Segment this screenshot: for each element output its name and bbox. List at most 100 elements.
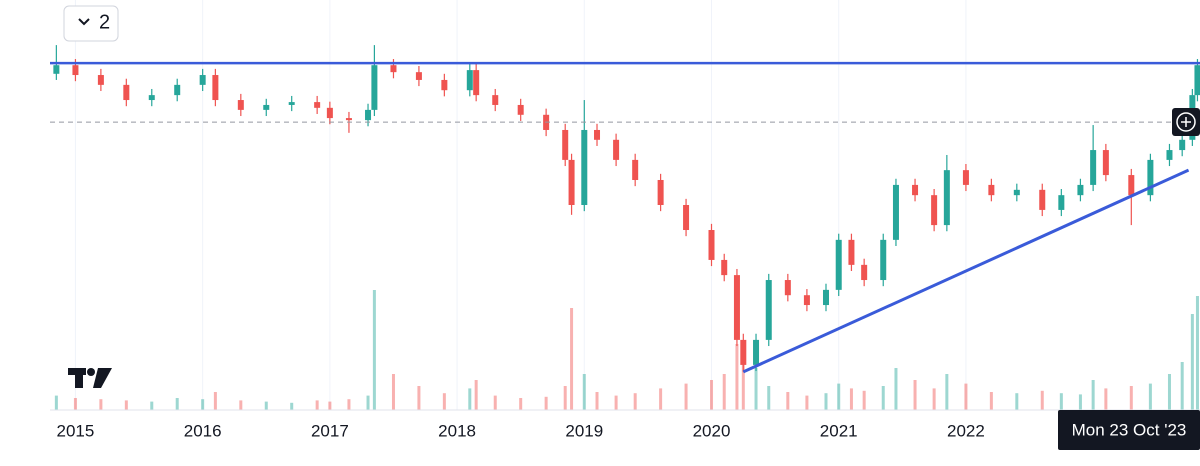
- volume-bar: [767, 386, 771, 410]
- volume-bar: [73, 398, 77, 410]
- volume-bar: [239, 400, 243, 410]
- candle-body: [199, 75, 206, 85]
- candle-body: [1058, 195, 1065, 210]
- x-tick-label: 2015: [57, 421, 95, 440]
- candle-body: [123, 84, 130, 101]
- volume-bar: [150, 401, 154, 410]
- candle-body: [733, 275, 740, 340]
- plus-icon: [1176, 112, 1196, 132]
- volume-bar: [99, 399, 103, 410]
- chevron-icon: [78, 18, 90, 26]
- candle-body: [517, 104, 524, 115]
- collapse-count: 2: [99, 11, 110, 33]
- drawings: [50, 61, 1200, 374]
- candle-body: [861, 264, 868, 281]
- candle-body: [784, 280, 791, 296]
- add-button[interactable]: [1172, 108, 1200, 136]
- candle-body: [1077, 184, 1084, 196]
- candle-body: [962, 170, 969, 185]
- candle-body: [72, 65, 79, 76]
- volume-bar: [1167, 374, 1171, 410]
- volume-pane: [54, 290, 1199, 410]
- crosshair-label: Mon 23 Oct '23: [1072, 420, 1187, 439]
- candle-body: [1090, 150, 1097, 185]
- x-tick-label: 2021: [820, 421, 858, 440]
- logo-part: [87, 368, 95, 376]
- candle-body: [148, 95, 155, 101]
- volume-bar: [563, 386, 567, 410]
- candle-body: [568, 159, 575, 205]
- volume-bar: [366, 395, 370, 410]
- volume-bar: [894, 368, 898, 410]
- volume-bar: [633, 393, 637, 410]
- volume-bar: [347, 399, 351, 410]
- volume-bar: [1104, 388, 1108, 410]
- volume-bar: [849, 388, 853, 410]
- volume-bar: [824, 393, 828, 410]
- candle-body: [365, 109, 372, 121]
- candle-body: [931, 195, 938, 226]
- candle-body: [708, 230, 715, 260]
- volume-bar: [570, 308, 574, 410]
- candle-body: [721, 259, 728, 276]
- volume-bar: [442, 393, 446, 410]
- volume-bar: [372, 290, 376, 410]
- volume-bar: [1040, 390, 1044, 410]
- volume-bar: [1091, 380, 1095, 410]
- volume-bar: [722, 374, 726, 410]
- candle-body: [594, 129, 601, 140]
- collapse-button[interactable]: 2: [63, 5, 119, 42]
- volume-bar: [124, 400, 128, 410]
- volume-bar: [735, 344, 739, 410]
- x-tick-label: 2020: [693, 421, 731, 440]
- volume-bar: [290, 402, 294, 410]
- candle-body: [683, 205, 690, 231]
- candle-body: [53, 65, 60, 74]
- volume-bar: [1059, 393, 1063, 410]
- volume-bar: [417, 386, 421, 410]
- volume-bar: [1180, 362, 1184, 410]
- volume-bar: [786, 392, 790, 410]
- volume-bar: [881, 386, 885, 410]
- candle-body: [1039, 189, 1046, 210]
- candle-body: [326, 107, 333, 119]
- candle-body: [466, 70, 473, 91]
- volume-bar: [474, 380, 478, 410]
- volume-bar: [175, 398, 179, 410]
- volume-bar: [913, 380, 917, 410]
- candle-body: [1102, 150, 1109, 176]
- candle-body: [892, 184, 899, 240]
- trend-line: [742, 168, 1190, 374]
- candle-body: [740, 339, 747, 365]
- x-tick-label: 2016: [184, 421, 222, 440]
- candle-body: [613, 139, 620, 160]
- candle-body: [1166, 150, 1173, 160]
- volume-bar: [964, 383, 968, 410]
- volume-bar: [932, 388, 936, 410]
- candle-body: [765, 280, 772, 340]
- candle-body: [237, 100, 244, 110]
- volume-bar: [213, 392, 217, 410]
- candle-body: [1147, 159, 1154, 196]
- volume-bar: [201, 399, 205, 410]
- candle-body: [97, 75, 104, 85]
- candle-body: [288, 102, 295, 105]
- candle-body: [1194, 65, 1200, 96]
- candle-body: [632, 159, 639, 180]
- candle-body: [943, 170, 950, 226]
- volume-bar: [468, 388, 472, 410]
- candle-body: [848, 239, 855, 265]
- volume-bar: [1078, 394, 1082, 410]
- volume-bar: [1190, 314, 1194, 410]
- volume-bar: [54, 395, 58, 410]
- volume-bar: [989, 392, 993, 410]
- candle-body: [345, 118, 352, 121]
- candle-body: [473, 70, 480, 96]
- candle-body: [371, 65, 378, 110]
- price-pane: [53, 45, 1200, 372]
- candle-body: [314, 102, 321, 108]
- button-frame[interactable]: [63, 5, 119, 42]
- candle-body: [657, 179, 664, 205]
